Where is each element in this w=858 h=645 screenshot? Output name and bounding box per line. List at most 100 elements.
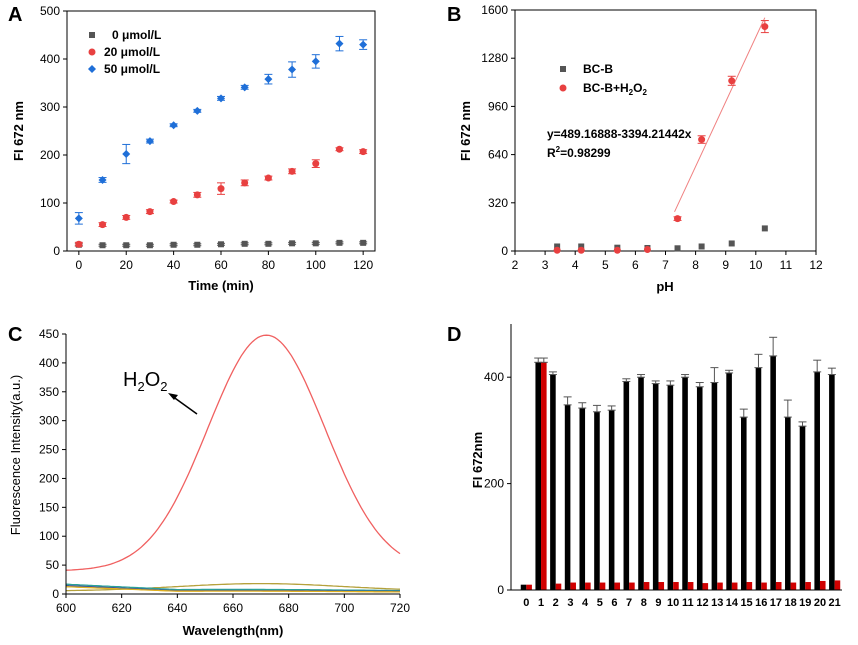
a-s1-point-8 <box>264 174 272 182</box>
a-ytick-label-0: 0 <box>53 244 60 258</box>
d-xtick-label-13: 13 <box>711 597 723 609</box>
c-ytick-label-0: 0 <box>52 587 59 601</box>
d-xtick-label-21: 21 <box>829 597 841 609</box>
a-s2-point-10 <box>311 57 320 66</box>
d-bar-black-19 <box>799 426 806 590</box>
a-xtick-label-3: 60 <box>214 258 228 272</box>
d-xtick-label-19: 19 <box>799 597 811 609</box>
b-fit-line <box>674 17 766 213</box>
d-xtick-label-11: 11 <box>682 597 694 609</box>
d-bar-black-11 <box>682 377 688 590</box>
d-xtick-label-0: 0 <box>523 597 529 609</box>
d-bar-black-0 <box>520 584 527 590</box>
d-bar-black-err-17 <box>769 336 778 357</box>
d-bar-black-5 <box>594 411 600 590</box>
d-bar-black-err-12 <box>695 382 704 388</box>
b-s0-point-7 <box>761 225 768 232</box>
b-s0-point-0 <box>554 243 561 250</box>
a-s0-point-2 <box>123 242 130 249</box>
d-xtick-label-4: 4 <box>582 597 589 609</box>
c-xtick-label-6: 720 <box>390 601 410 615</box>
d-bar-black-16 <box>755 367 762 590</box>
b-s1-point-5 <box>698 136 706 144</box>
a-s0-point-10 <box>312 240 319 247</box>
d-bar-black-err-2 <box>548 371 557 376</box>
panel-a-xlabel: Time (min) <box>188 278 254 293</box>
d-xtick-label-6: 6 <box>611 597 617 609</box>
b-ytick-label-1: 320 <box>488 196 508 210</box>
legend-b-marker-0 <box>560 66 566 72</box>
d-bar-black-2 <box>550 374 556 590</box>
b-s1-point-4 <box>674 215 682 223</box>
panel-b-r2-sup: 2 <box>556 145 561 154</box>
panel-b-r2: R2=0.98299 <box>547 145 611 160</box>
legend-a-marker-1 <box>88 48 96 56</box>
d-bar-red-14 <box>731 582 738 590</box>
d-bar-black-10 <box>667 385 674 590</box>
d-xtick-label-15: 15 <box>740 597 752 609</box>
legend-b-label-1-main: BC-B+H <box>583 81 629 95</box>
c-xtick-label-3: 660 <box>223 601 243 615</box>
c-ytick-label-9: 450 <box>39 327 59 341</box>
panel-c-h2o2-main: H <box>123 369 137 391</box>
d-bar-black-20 <box>814 371 820 590</box>
d-bar-red-6 <box>614 582 621 590</box>
panel-c-chart: 600 620 640 660 680 700 720 0 50 100 150 200 250 300 3… <box>8 327 410 638</box>
panel-a-ylabel: FI 672 nm <box>11 101 26 161</box>
a-s2-point-4 <box>169 121 178 130</box>
panel-c-xlabel: Wavelength(nm) <box>183 623 284 638</box>
d-xtick-label-8: 8 <box>641 597 647 609</box>
a-s2-point-7 <box>240 83 249 92</box>
panel-c-h2o2-sub2: 2 <box>160 379 167 394</box>
legend-a-label-2: 50 μmol/L <box>104 62 160 76</box>
d-bar-black-3 <box>564 404 571 590</box>
d-bar-red-15 <box>746 582 753 590</box>
panel-b-r2-value: =0.98299 <box>560 146 611 160</box>
d-bar-red-21 <box>834 580 841 590</box>
b-s1-point-6 <box>728 77 736 85</box>
a-s1-point-7 <box>241 179 249 187</box>
c-ytick-label-8: 400 <box>39 356 59 370</box>
d-bar-black-7 <box>623 381 630 590</box>
a-s1-point-0 <box>75 240 83 248</box>
a-s0-point-3 <box>146 242 153 249</box>
panel-d-ylabel: FI 672nm <box>470 432 485 488</box>
b-s0-point-5 <box>698 243 705 250</box>
d-bar-black-err-20 <box>813 359 822 373</box>
b-s0-point-6 <box>728 240 735 247</box>
d-bar-black-18 <box>785 417 791 590</box>
d-bar-black-err-21 <box>827 367 836 376</box>
a-s2-point-3 <box>145 137 154 146</box>
a-s1-point-5 <box>193 191 201 199</box>
a-ytick-label-2: 200 <box>40 148 60 162</box>
a-s2-point-2 <box>122 150 131 159</box>
c-series-line-2 <box>65 583 400 592</box>
c-xtick-label-0: 600 <box>56 601 76 615</box>
d-bar-black-err-18 <box>783 399 792 418</box>
b-xtick-label-4: 6 <box>632 258 639 272</box>
c-ytick-label-5: 250 <box>39 443 59 457</box>
d-bar-red-12 <box>702 583 709 590</box>
a-s0-point-8 <box>265 240 272 247</box>
d-xtick-label-7: 7 <box>626 597 632 609</box>
a-s1-point-4 <box>170 198 178 206</box>
d-bar-black-err-5 <box>592 404 601 413</box>
b-s0-point-1 <box>578 243 585 250</box>
b-ytick-label-3: 960 <box>488 99 508 113</box>
d-bar-red-1 <box>541 362 547 590</box>
panel-a-legend: 0 μmol/L 20 μmol/L 50 μmol/L <box>88 28 161 76</box>
d-xtick-label-10: 10 <box>667 597 679 609</box>
d-bar-red-20 <box>819 580 826 590</box>
panel-b-xlabel: pH <box>656 279 673 294</box>
c-ytick-label-1: 50 <box>46 558 60 572</box>
d-bar-black-err-10 <box>666 380 675 386</box>
c-xtick-label-2: 640 <box>167 601 187 615</box>
legend-b-label-1: BC-B+H2O2 <box>583 81 647 97</box>
d-ytick-label-1: 200 <box>484 477 504 491</box>
d-xtick-label-5: 5 <box>597 597 603 609</box>
legend-a-marker-0 <box>89 32 95 38</box>
a-s2-point-0 <box>74 214 83 223</box>
a-xtick-label-1: 20 <box>120 258 134 272</box>
b-ytick-label-4: 1280 <box>481 51 508 65</box>
